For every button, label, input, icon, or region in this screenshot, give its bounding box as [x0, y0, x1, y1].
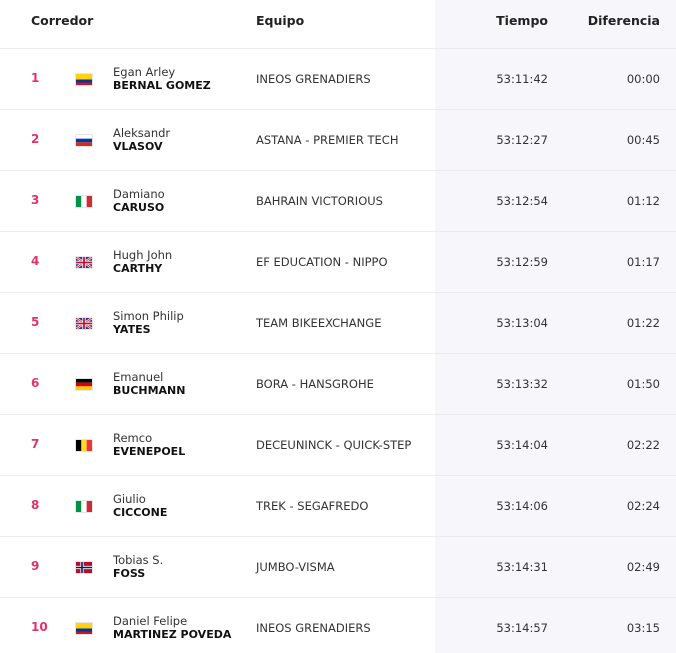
rank: 8 [31, 498, 40, 512]
time: 53:12:27 [496, 133, 548, 147]
rank: 6 [31, 376, 40, 390]
result-row: 2 Aleksandr VLASOV ASTANA - PREMIER TECH 53:… [0, 109, 676, 171]
rank: 9 [31, 559, 40, 573]
result-row: 9 Tobias S. FOSS JUMBO-VISMA 53:14:31 02:49 [0, 536, 676, 598]
time: 53:13:32 [496, 377, 548, 391]
gap: 03:15 [626, 621, 660, 635]
last-name: EVENEPOEL [113, 445, 186, 458]
flag [76, 379, 92, 390]
first-name: Aleksandr [113, 126, 171, 140]
flag [76, 501, 92, 512]
flag [76, 196, 92, 207]
gap: 00:45 [626, 133, 660, 147]
result-row: 7 Remco EVENEPOEL DECEUNINCK - QUICK-STEP 53… [0, 414, 676, 476]
header: Diferencia [587, 13, 660, 28]
rank: 10 [31, 620, 48, 634]
last-name: VLASOV [113, 140, 163, 153]
header: Corredor [31, 13, 94, 28]
time: 53:12:59 [496, 255, 548, 269]
gap: 01:50 [626, 377, 660, 391]
last-name: CARTHY [113, 262, 163, 275]
last-name: CARUSO [113, 201, 165, 214]
last-name: MARTINEZ POVEDA [113, 628, 232, 641]
result-row: 8 Giulio CICCONE TREK - SEGAFREDO 53:14:06 02… [0, 475, 676, 537]
rank: 5 [31, 315, 40, 329]
result-row: 1 Egan Arley BERNAL GOMEZ INEOS GRENADIERS 5… [0, 48, 676, 110]
gap: 02:24 [626, 499, 660, 513]
header: Equipo [256, 13, 305, 28]
rank: 3 [31, 193, 40, 207]
first-name: Damiano [113, 187, 165, 201]
flag [76, 318, 92, 329]
first-name: Simon Philip [113, 309, 184, 323]
last-name: FOSS [113, 567, 146, 580]
time: 53:14:04 [496, 438, 548, 452]
rank: 4 [31, 254, 40, 268]
time: 53:12:54 [496, 194, 548, 208]
gap: 01:22 [626, 316, 660, 330]
gap: 01:17 [626, 255, 660, 269]
column-shade [435, 0, 676, 653]
gap: 02:22 [626, 438, 660, 452]
flag [76, 440, 92, 451]
first-name: Giulio [113, 492, 146, 506]
team: BAHRAIN VICTORIOUS [256, 194, 383, 208]
time: 53:14:31 [496, 560, 548, 574]
flag [76, 562, 92, 573]
rank: 7 [31, 437, 40, 451]
last-name: BUCHMANN [113, 384, 186, 397]
first-name: Tobias S. [113, 553, 164, 567]
first-name: Emanuel [113, 370, 164, 384]
team: INEOS GRENADIERS [256, 621, 371, 635]
rank: 1 [31, 71, 40, 85]
time: 53:14:57 [496, 621, 548, 635]
first-name: Hugh John [113, 248, 173, 262]
team: EF EDUCATION - NIPPO [256, 255, 388, 269]
team: ASTANA - PREMIER TECH [256, 133, 399, 147]
time: 53:13:04 [496, 316, 548, 330]
flag [76, 623, 92, 634]
last-name: BERNAL GOMEZ [113, 79, 211, 92]
time: 53:14:06 [496, 499, 548, 513]
time: 53:11:42 [496, 72, 548, 86]
team: TREK - SEGAFREDO [256, 499, 369, 513]
flag [76, 74, 92, 85]
team: DECEUNINCK - QUICK-STEP [256, 438, 412, 452]
last-name: CICCONE [113, 506, 168, 519]
result-row: 6 Emanuel BUCHMANN BORA - HANSGROHE 53:13:32… [0, 353, 676, 415]
team: INEOS GRENADIERS [256, 72, 371, 86]
gap: 00:00 [626, 72, 660, 86]
first-name: Egan Arley [113, 65, 176, 79]
flag [76, 257, 92, 268]
header: Tiempo [496, 13, 548, 28]
first-name: Remco [113, 431, 153, 445]
last-name: YATES [113, 323, 151, 336]
gap: 01:12 [626, 194, 660, 208]
team: JUMBO-VISMA [256, 560, 335, 574]
rank: 2 [31, 132, 40, 146]
result-row: 10 Daniel Felipe MARTINEZ POVEDA INEOS GREN… [0, 597, 676, 653]
flag [76, 135, 92, 146]
result-row: 5 Simon Philip YATES TEAM BIKEEXCHANGE 53:13… [0, 292, 676, 354]
team: BORA - HANSGROHE [256, 377, 374, 391]
team: TEAM BIKEEXCHANGE [256, 316, 382, 330]
result-row: 3 Damiano CARUSO BAHRAIN VICTORIOUS 53:12:54… [0, 170, 676, 232]
gap: 02:49 [626, 560, 660, 574]
result-row: 4 Hugh John CARTHY EF EDUCATION - NIPPO 53:1… [0, 231, 676, 293]
first-name: Daniel Felipe [113, 614, 188, 628]
